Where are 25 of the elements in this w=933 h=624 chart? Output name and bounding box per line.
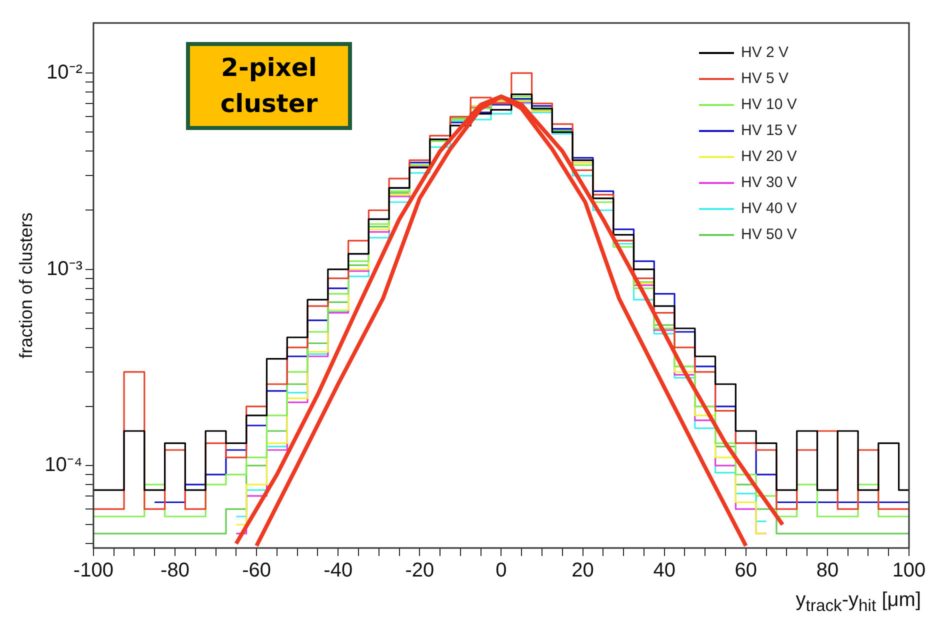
legend-label: HV 40 V (741, 200, 797, 218)
y-tick-label: 10⁻⁴ (44, 454, 82, 476)
x-tick-label: 20 (572, 560, 594, 582)
y-tick-label: 10⁻² (46, 62, 83, 84)
legend-label: HV 20 V (741, 148, 797, 166)
x-tick-label: -60 (242, 560, 272, 582)
x-tick-label: -40 (324, 560, 353, 582)
legend-label: HV 10 V (741, 96, 797, 114)
x-tick-label: -100 (73, 560, 114, 582)
y-axis-title: fraction of clusters (16, 212, 36, 359)
x-tick-label: 40 (653, 560, 676, 582)
x-axis-title: y$_{track}$-y$_{hit}$ [μm] (796, 589, 921, 616)
x-tick-label: 100 (892, 560, 926, 582)
legend-label: HV 50 V (741, 226, 797, 244)
x-tick-label: 80 (816, 560, 839, 582)
x-tick-label: -20 (405, 560, 434, 582)
legend-label: HV 15 V (741, 122, 797, 140)
x-tick-label: 0 (496, 560, 507, 582)
y-tick-label: 10⁻³ (46, 258, 83, 280)
legend-label: HV 30 V (741, 174, 797, 192)
x-tick-label: -80 (160, 560, 190, 582)
legend-label: HV 5 V (741, 70, 789, 88)
x-tick-label: 60 (734, 560, 758, 582)
legend-label: HV 2 V (741, 44, 789, 62)
annotation: 2-pixel cluster (186, 42, 352, 130)
